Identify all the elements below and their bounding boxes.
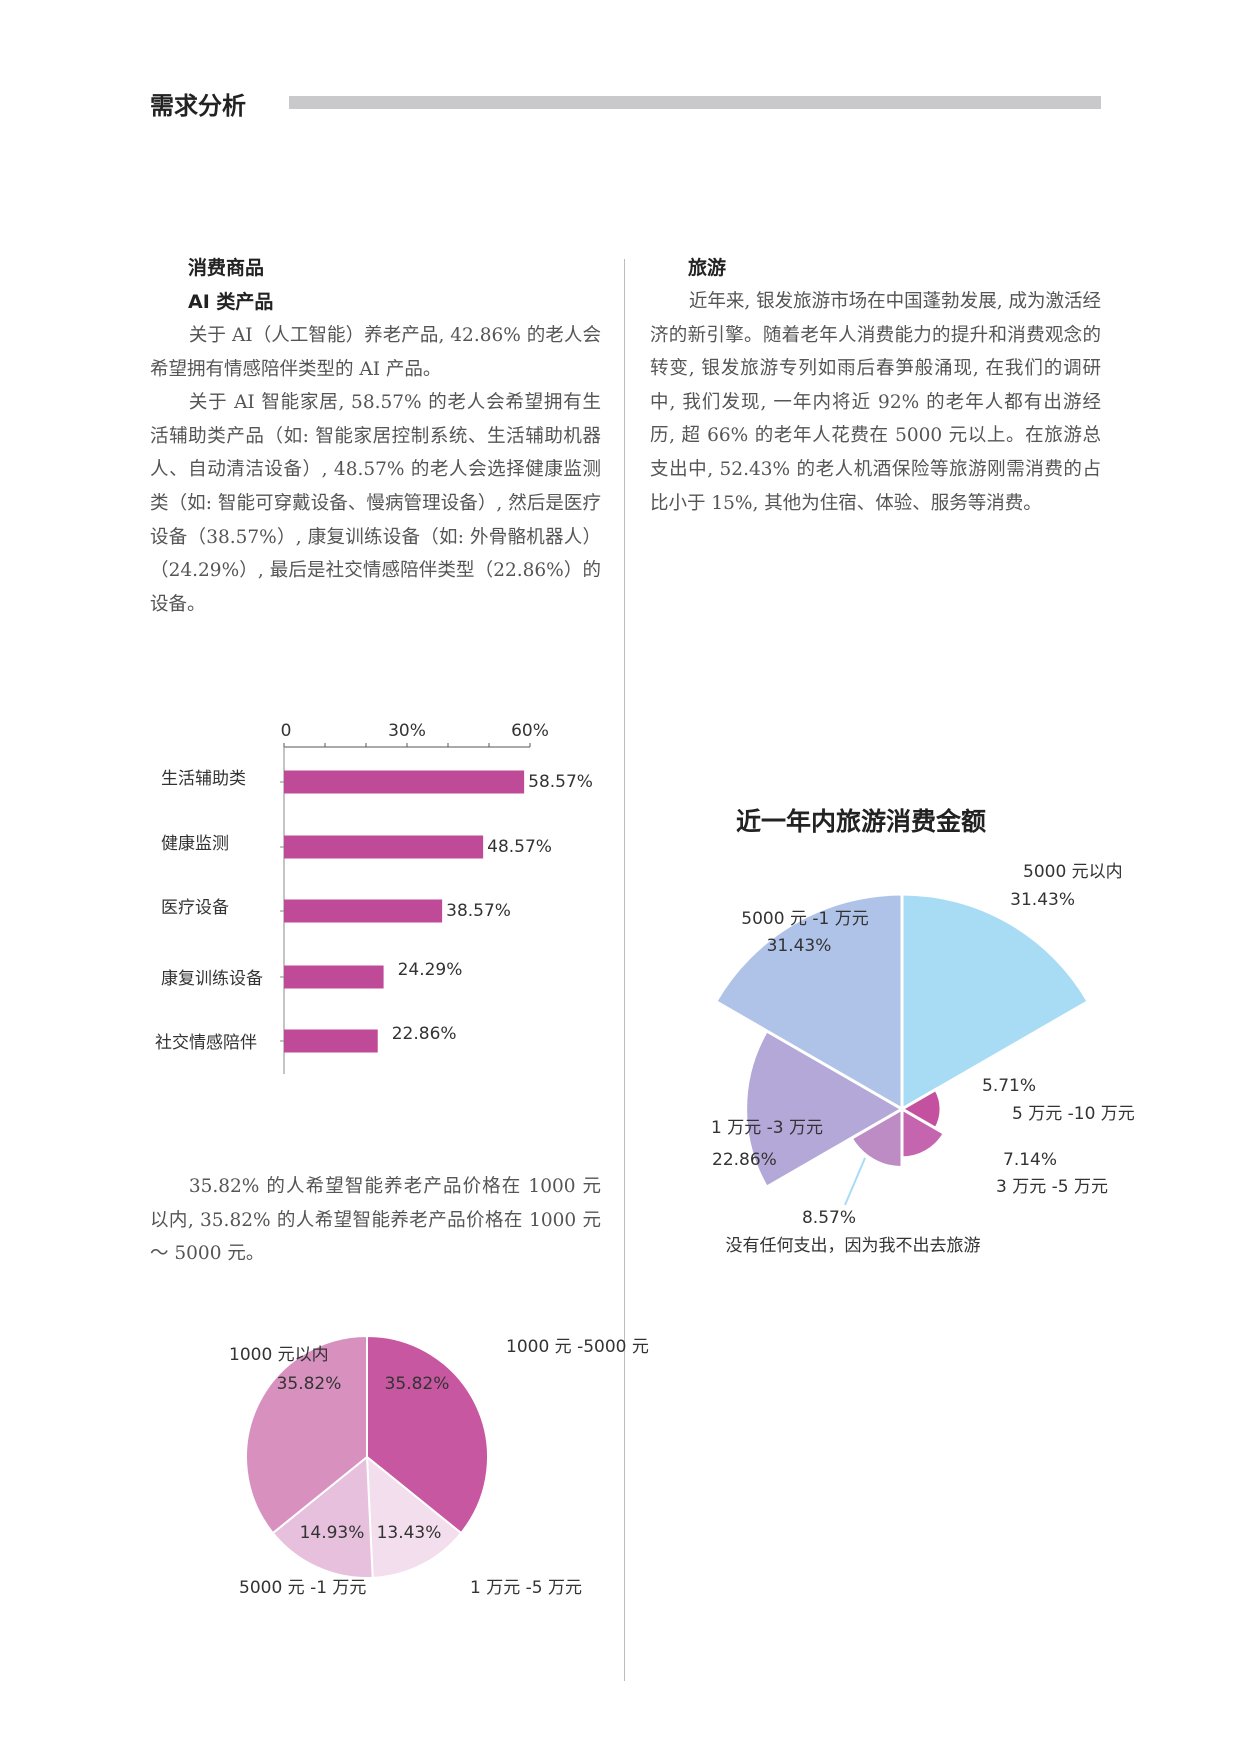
rose-value-label: 31.43%: [767, 936, 832, 956]
x-tick-label: 0: [281, 721, 292, 741]
pie-value-label: 35.82%: [277, 1374, 342, 1394]
rose-value-label: 8.57%: [802, 1208, 856, 1228]
page-title: 需求分析: [150, 91, 246, 120]
pie-category-label: 1000 元 -5000 元: [506, 1337, 649, 1357]
rose-slice: [713, 892, 904, 1112]
rose-category-label: 5000 元 -1 万元: [741, 909, 868, 929]
paragraph-travel: 近年来, 银发旅游市场在中国蓬勃发展, 成为激活经济的新引擎。随着老年人消费能力…: [650, 291, 1101, 514]
title-bar: [289, 96, 1101, 109]
paragraph-price: 35.82% 的人希望智能养老产品价格在 1000 元以内, 35.82% 的人…: [150, 1176, 601, 1265]
rose-chart-title: 近一年内旅游消费金额: [736, 807, 986, 836]
pie-slice: [365, 1454, 463, 1579]
bar-value-label: 24.29%: [398, 960, 463, 980]
category-label: 康复训练设备: [161, 969, 263, 989]
bar: [284, 899, 443, 923]
rose-value-label: 22.86%: [712, 1150, 777, 1170]
bar: [284, 1029, 378, 1053]
pie-category-label: 5000 元 -1 万元: [239, 1578, 366, 1598]
category-label: 健康监测: [161, 834, 229, 854]
rose-category-label: 没有任何支出，因为我不出去旅游: [726, 1236, 981, 1256]
column-divider: [624, 259, 625, 1681]
leader-line: [844, 1157, 866, 1206]
rose-slice: [849, 1106, 904, 1170]
pie-slice: [271, 1454, 374, 1579]
x-tick-label: 30%: [388, 721, 426, 741]
bar-value-label: 22.86%: [392, 1024, 457, 1044]
rose-category-label: 1 万元 -3 万元: [711, 1118, 823, 1138]
bar-value-label: 38.57%: [446, 901, 511, 921]
pie-category-label: 1 万元 -5 万元: [470, 1578, 582, 1598]
rose-slice: [744, 1028, 905, 1190]
rose-value-label: 7.14%: [1003, 1150, 1057, 1170]
pie-value-label: 35.82%: [385, 1374, 450, 1394]
pie-category-label: 1000 元以内: [229, 1345, 329, 1365]
paragraph-smart-home: 关于 AI 智能家居, 58.57% 的老人会希望拥有生活辅助类产品（如: 智能…: [150, 392, 601, 615]
left-column: 消费商品 AI 类产品 关于 AI（人工智能）养老产品, 42.86% 的老人会…: [150, 251, 601, 621]
rose-category-label: 3 万元 -5 万元: [996, 1177, 1108, 1197]
bar: [284, 835, 484, 859]
subsection-heading: AI 类产品: [188, 291, 274, 313]
rose-value-label: 31.43%: [1010, 890, 1075, 910]
rose-value-label: 5.71%: [982, 1076, 1036, 1096]
section-heading: 消费商品: [188, 257, 265, 279]
x-tick-label: 60%: [511, 721, 549, 741]
paragraph-ai-elderly: 关于 AI（人工智能）养老产品, 42.86% 的老人会希望拥有情感陪伴类型的 …: [150, 325, 601, 380]
rose-category-label: 5000 元以内: [1023, 862, 1123, 882]
pie-slice: [245, 1334, 368, 1535]
pie-value-label: 14.93%: [300, 1523, 365, 1543]
category-label: 医疗设备: [161, 898, 229, 918]
category-label: 生活辅助类: [161, 769, 246, 789]
bar: [284, 965, 384, 989]
pie-slice: [366, 1334, 489, 1535]
bar-value-label: 48.57%: [487, 837, 552, 857]
category-label: 社交情感陪伴: [155, 1033, 257, 1053]
rose-slice: [900, 892, 1091, 1112]
bar-value-label: 58.57%: [528, 772, 593, 792]
pie-value-label: 13.43%: [377, 1523, 442, 1543]
rose-category-label: 5 万元 -10 万元: [1012, 1104, 1135, 1124]
bar: [284, 770, 525, 794]
right-column: 旅游 近年来, 银发旅游市场在中国蓬勃发展, 成为激活经济的新引擎。随着老年人消…: [650, 251, 1101, 520]
section-heading-travel: 旅游: [688, 257, 727, 279]
